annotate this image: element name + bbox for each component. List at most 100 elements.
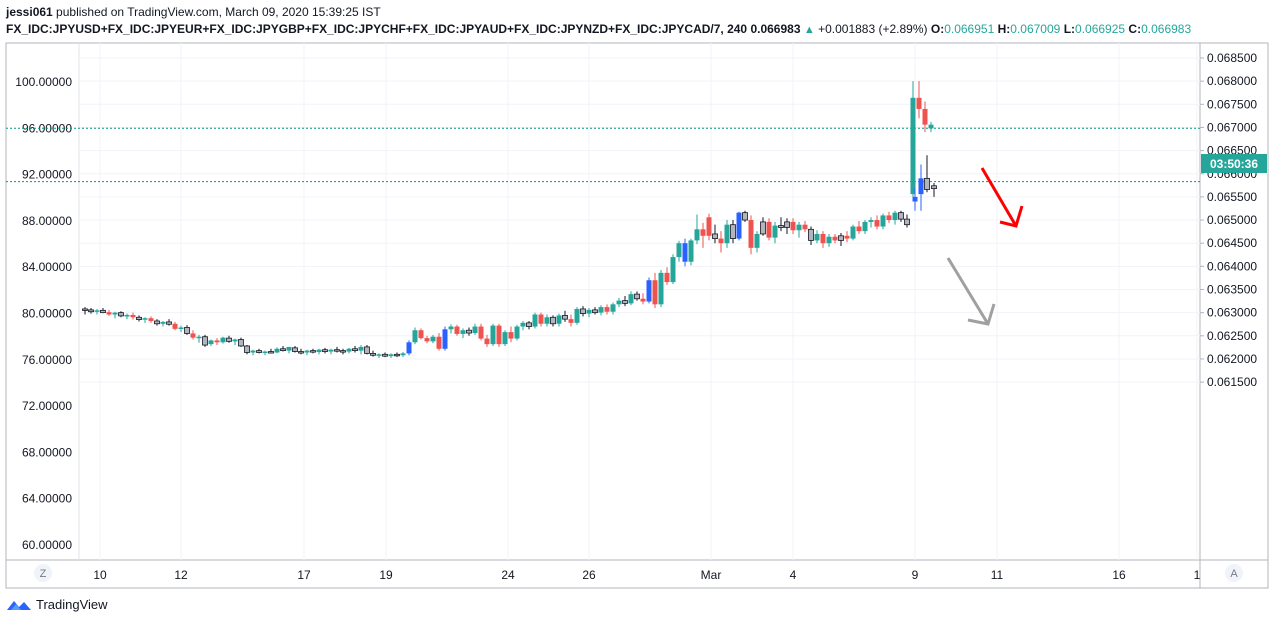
candle-body	[256, 350, 262, 353]
auto-scale-button-right[interactable]: A	[1225, 564, 1243, 582]
candle	[700, 222, 706, 248]
candle-body	[730, 224, 736, 239]
right-tick-label: 0.062000	[1207, 352, 1257, 366]
candle-body	[550, 316, 556, 325]
candle	[918, 164, 924, 211]
candle	[478, 323, 484, 341]
candle-body	[556, 315, 562, 324]
red-down-arrow	[980, 167, 1024, 228]
candle	[328, 348, 334, 355]
candle	[250, 349, 256, 356]
candle-body	[850, 226, 856, 239]
candle-body	[268, 351, 274, 354]
candle	[916, 81, 922, 119]
author-name[interactable]: jessi061	[6, 5, 53, 19]
tradingview-footer[interactable]: TradingView	[6, 597, 108, 612]
candle	[274, 347, 280, 354]
candle-body	[448, 326, 454, 330]
candle	[262, 350, 268, 356]
right-tick-label: 0.062500	[1207, 329, 1257, 343]
candle-body	[856, 226, 862, 232]
candle	[622, 295, 628, 307]
candle	[388, 353, 394, 359]
candle	[424, 335, 430, 344]
right-tick-label: 0.068500	[1207, 51, 1257, 65]
candle-body	[280, 348, 286, 352]
candle-body	[154, 320, 160, 325]
candle-body	[886, 215, 892, 221]
right-tick-label: 0.067500	[1207, 97, 1257, 111]
candle	[544, 314, 550, 327]
auto-scale-button-left[interactable]: Z	[34, 564, 52, 582]
candle-body	[658, 272, 664, 305]
candle	[94, 308, 100, 315]
candle	[370, 350, 376, 357]
arrow-head	[967, 303, 996, 326]
candle-body	[712, 233, 718, 239]
candle-body	[820, 233, 826, 244]
candle-body	[532, 314, 538, 327]
open-value: 0.066951	[944, 22, 995, 36]
candle	[556, 313, 562, 327]
candle	[508, 326, 514, 343]
candle-body	[226, 337, 232, 342]
left-tick-label: 72.00000	[22, 399, 72, 413]
candle-body	[742, 212, 748, 221]
candle	[112, 311, 118, 319]
candle-body	[574, 308, 580, 323]
arrow-shaft	[980, 167, 1018, 227]
candle-body	[94, 310, 100, 312]
candle-body	[916, 97, 922, 109]
candle	[640, 293, 646, 305]
candle	[844, 231, 850, 243]
candle	[646, 277, 652, 304]
candle-body	[412, 330, 418, 343]
candle-body	[190, 333, 196, 338]
candle-body	[466, 329, 472, 334]
left-tick-label: 100.00000	[15, 75, 72, 89]
candle-body	[526, 322, 532, 327]
candle-body	[100, 309, 106, 314]
candle	[706, 213, 712, 241]
candle	[286, 346, 292, 354]
last-price: 0.066983	[750, 22, 801, 36]
candle-body	[544, 317, 550, 324]
candle-body	[370, 352, 376, 356]
candle-body	[394, 353, 400, 357]
candle-body	[628, 294, 634, 304]
candle-body	[568, 319, 574, 323]
candle	[772, 221, 778, 244]
candle-body	[826, 236, 832, 244]
candle-body	[640, 298, 646, 302]
candle	[796, 221, 802, 238]
low-label: L:	[1063, 22, 1076, 36]
left-tick-label: 80.00000	[22, 307, 72, 321]
candle-body	[694, 229, 700, 241]
candle-body	[838, 235, 844, 241]
candle	[912, 187, 918, 211]
candle	[406, 340, 412, 356]
candle-body	[718, 238, 724, 244]
candle	[304, 349, 310, 356]
candle-body	[232, 339, 238, 342]
time-tick-label: 12	[174, 568, 188, 582]
candle	[616, 297, 622, 308]
candle-body	[796, 224, 802, 231]
candle	[166, 319, 172, 326]
candle-body	[700, 229, 706, 236]
candle	[514, 324, 520, 341]
candle	[130, 312, 136, 320]
candle	[412, 327, 418, 345]
right-tick-label: 0.064500	[1207, 236, 1257, 250]
candle-body	[784, 221, 790, 228]
arrows	[946, 167, 1024, 326]
candle-body	[352, 348, 358, 352]
candle-body	[598, 307, 604, 313]
candle	[148, 316, 154, 323]
candle-body	[922, 108, 928, 125]
candle-body	[772, 225, 778, 238]
candle-body	[802, 224, 808, 230]
open-label: O:	[930, 22, 945, 36]
candle-body	[502, 332, 508, 345]
